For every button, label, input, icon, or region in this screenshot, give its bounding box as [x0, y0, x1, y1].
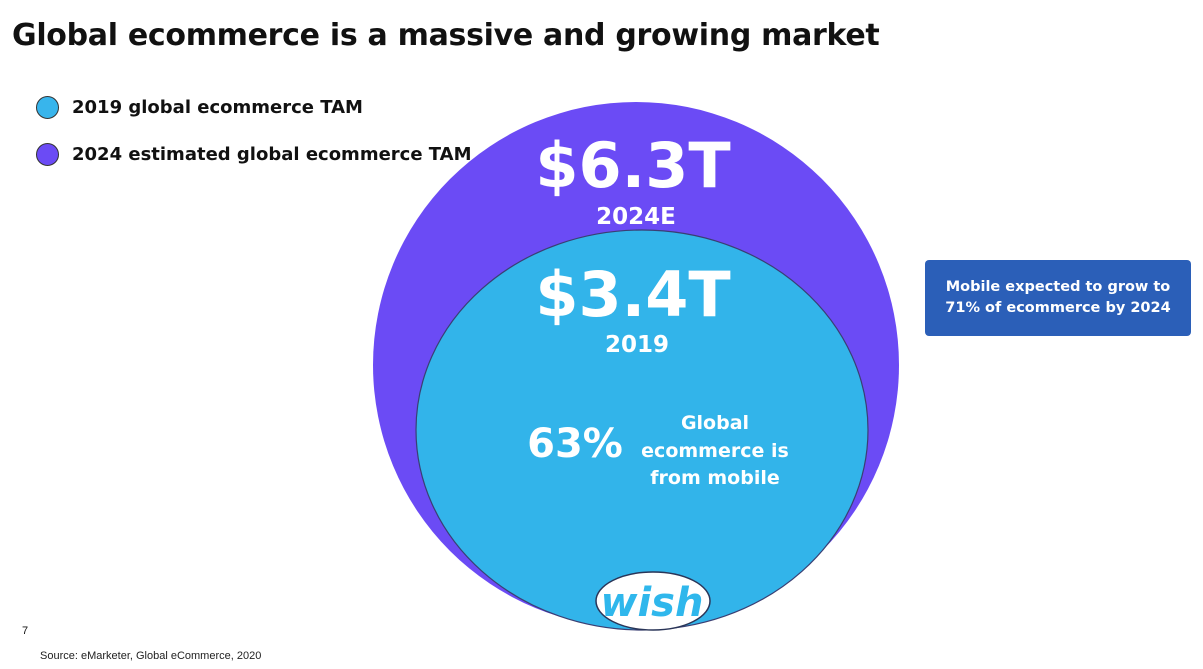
wish-logo-text: wish	[601, 580, 704, 626]
source-note: Source: eMarketer, Global eCommerce, 202…	[40, 650, 262, 662]
mobile-share-value: 63%	[527, 421, 623, 467]
mobile-share-label-wrap: Global ecommerce is from mobile	[641, 412, 789, 490]
bubble-2019-value-label: $3.4T	[535, 258, 730, 331]
legend-item-2024: 2024 estimated global ecommerce TAM	[36, 141, 472, 167]
legend-label-2019: 2019 global ecommerce TAM	[72, 96, 363, 118]
bubble-2024-year-label: 2024E	[596, 204, 676, 230]
mobile-growth-callout-text: Mobile expected to grow to 71% of ecomme…	[945, 278, 1171, 316]
bubble-2024-value-label: $6.3T	[535, 129, 730, 202]
mobile-share-label: Global ecommerce is from mobile	[641, 412, 789, 490]
legend-label-2024: 2024 estimated global ecommerce TAM	[72, 143, 472, 165]
wish-logo-badge	[595, 571, 711, 631]
legend-dot-2019	[36, 95, 59, 119]
legend-dot-2024	[36, 142, 59, 166]
page-number: 7	[22, 625, 29, 637]
wish-logo: wish	[595, 571, 711, 631]
page-title: Global ecommerce is a massive and growin…	[12, 18, 880, 53]
mobile-growth-callout: Mobile expected to grow to 71% of ecomme…	[925, 260, 1191, 336]
bubble-2019-year-label: 2019	[605, 332, 669, 358]
legend-item-2019: 2019 global ecommerce TAM	[36, 94, 363, 120]
